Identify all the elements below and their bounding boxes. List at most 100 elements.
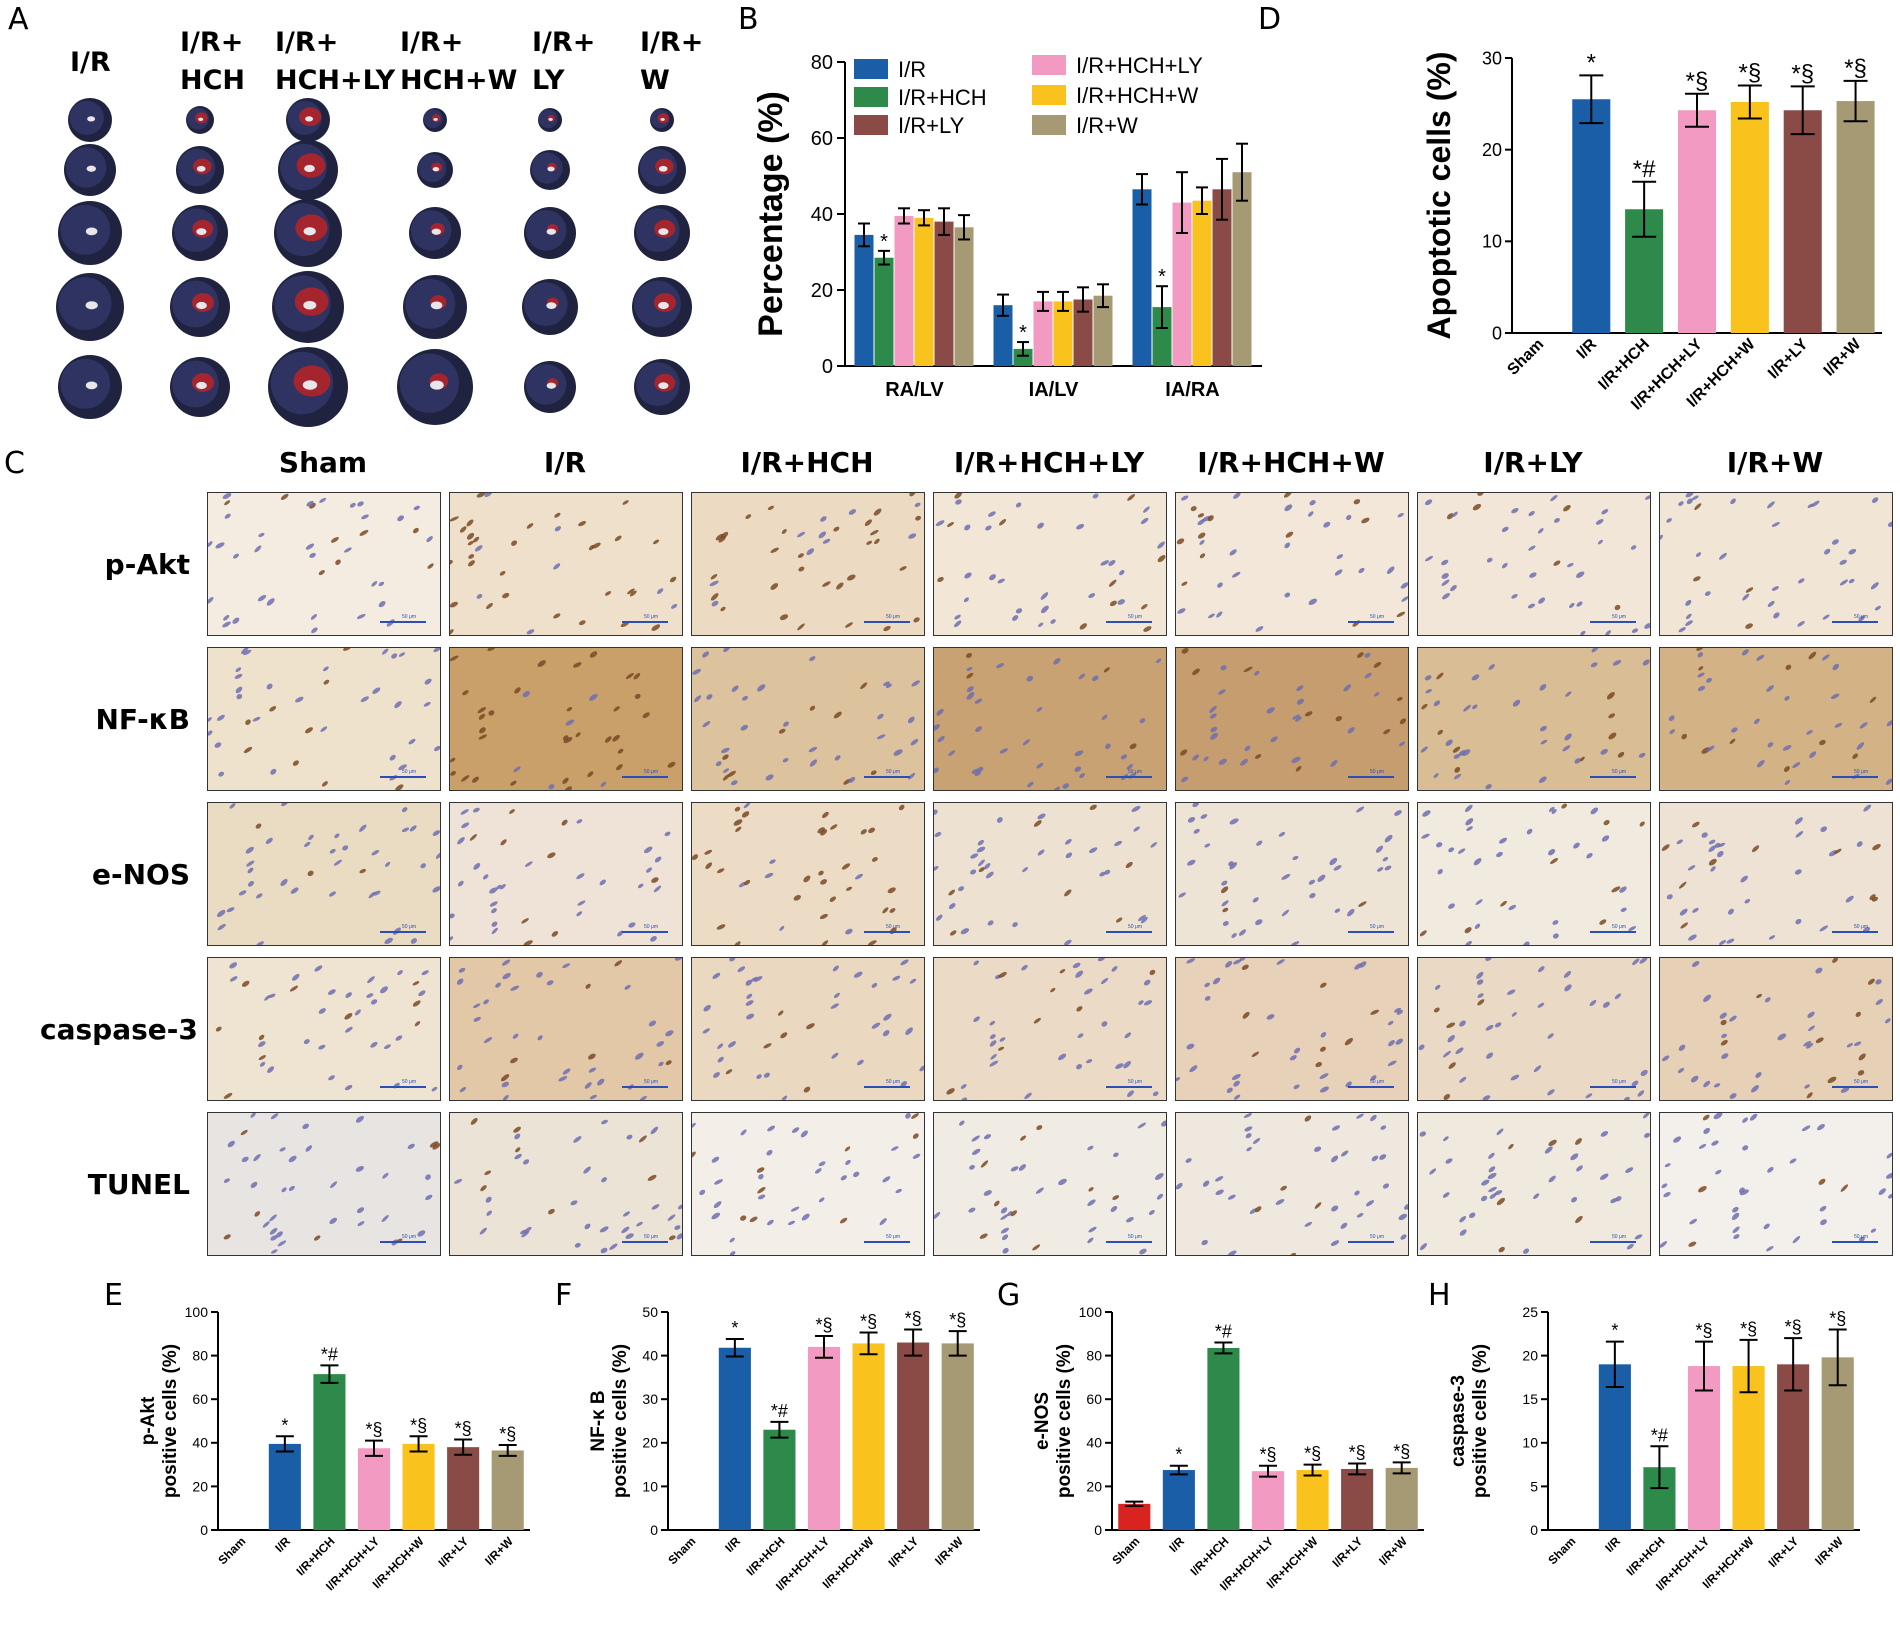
nucleus-mark <box>275 1231 283 1238</box>
nucleus-mark <box>1315 1062 1323 1068</box>
x-category-label: I/R+HCH <box>293 1534 337 1578</box>
nucleus-mark <box>669 576 677 583</box>
nucleus-mark <box>1564 733 1572 741</box>
nucleus-mark <box>1575 1215 1583 1224</box>
nucleus-mark <box>1708 839 1716 845</box>
nucleus-mark <box>860 682 868 690</box>
nucleus-mark <box>797 531 806 538</box>
nucleus-mark <box>625 1233 634 1240</box>
nucleus-mark <box>1105 743 1111 750</box>
nucleus-mark <box>1755 1072 1762 1078</box>
nucleus-mark <box>806 1023 815 1030</box>
nucleus-mark <box>1233 1094 1241 1100</box>
nucleus-mark <box>1084 988 1093 995</box>
nucleus-mark <box>1619 886 1627 893</box>
nucleus-mark <box>654 856 662 863</box>
nucleus-mark <box>1730 498 1736 505</box>
nucleus-mark <box>934 809 938 815</box>
x-category-label: Sham <box>1545 1534 1578 1567</box>
nucleus-mark <box>1853 1041 1862 1047</box>
nucleus-mark <box>1496 851 1503 858</box>
nucleus-mark <box>328 891 337 897</box>
nucleus-mark <box>313 1235 321 1241</box>
nucleus-mark <box>1204 843 1211 848</box>
nucleus-mark <box>1766 685 1774 692</box>
nucleus-mark <box>1373 661 1382 668</box>
nucleus-mark <box>489 901 498 907</box>
significance-marker: *§ <box>455 1419 472 1439</box>
nucleus-mark <box>1739 1189 1749 1196</box>
nucleus-mark <box>254 545 262 553</box>
nucleus-mark <box>318 1044 326 1050</box>
nucleus-mark <box>1617 751 1625 758</box>
nucleus-mark <box>1022 739 1031 746</box>
error-bar <box>815 1334 833 1359</box>
nucleus-mark <box>1222 907 1229 913</box>
histology-tile: 50 μm <box>207 802 441 946</box>
bar <box>1572 99 1611 333</box>
nucleus-mark <box>461 822 470 829</box>
nucleus-mark <box>547 852 556 859</box>
panel-f-label: F <box>555 1278 573 1313</box>
nucleus-mark <box>1101 714 1108 721</box>
nucleus-mark <box>488 710 495 716</box>
nucleus-mark <box>323 679 330 685</box>
nucleus-mark <box>1330 759 1338 767</box>
nucleus-mark <box>1040 605 1049 614</box>
nucleus-mark <box>328 989 336 995</box>
bar <box>1013 348 1033 366</box>
nucleus-mark <box>1608 713 1616 719</box>
nucleus-mark <box>997 578 1005 584</box>
nucleus-mark <box>1697 685 1706 692</box>
legend-item: I/R+HCH+LY <box>1032 53 1203 78</box>
histology-tile: 50 μm <box>449 647 683 791</box>
nucleus-mark <box>1010 1210 1018 1217</box>
x-category-label: I/R <box>1574 335 1601 362</box>
nucleus-mark <box>1450 585 1457 592</box>
scale-bar <box>1106 621 1152 623</box>
nucleus-mark <box>1452 511 1458 517</box>
nucleus-mark <box>1365 1200 1375 1207</box>
histology-tile: 50 μm <box>1417 957 1651 1101</box>
nucleus-mark <box>1822 614 1830 620</box>
nucleus-mark <box>753 976 763 982</box>
nucleus-mark <box>521 1230 530 1238</box>
nucleus-mark <box>1706 745 1715 752</box>
nucleus-mark <box>1766 1246 1774 1252</box>
nucleus-mark <box>1176 538 1185 545</box>
nucleus-mark <box>223 1234 231 1240</box>
bar <box>718 1347 751 1530</box>
nucleus-mark <box>1688 934 1697 941</box>
nucleus-mark <box>1573 842 1580 849</box>
nucleus-mark <box>424 678 432 685</box>
histology-tile: 50 μm <box>1175 647 1409 791</box>
nucleus-mark <box>214 742 222 748</box>
nucleus-mark <box>1398 741 1406 747</box>
nucleus-mark <box>833 992 840 999</box>
error-bar <box>918 209 930 227</box>
nucleus-mark <box>1527 603 1536 609</box>
nucleus-mark <box>650 936 657 942</box>
nucleus-mark <box>1137 1122 1147 1129</box>
nucleus-mark <box>1669 729 1675 735</box>
nucleus-mark <box>511 540 518 546</box>
nucleus-mark <box>1244 745 1251 752</box>
nucleus-mark <box>1745 623 1753 629</box>
nucleus-mark <box>900 959 909 966</box>
nucleus-mark <box>1729 1015 1737 1022</box>
nucleus-mark <box>1140 916 1148 924</box>
chart-d-apoptotic-cells: 0102030Sham*I/R*#I/R+HCH*§I/R+HCH+LY*§I/… <box>1421 48 1882 413</box>
nucleus-mark <box>874 538 880 545</box>
nucleus-mark <box>1050 619 1056 624</box>
nucleus-mark <box>1871 497 1879 503</box>
nucleus-mark <box>1065 852 1073 859</box>
nucleus-mark <box>370 1041 378 1048</box>
nucleus-mark <box>1768 935 1776 940</box>
nucleus-mark <box>1719 940 1727 945</box>
nucleus-mark <box>1291 756 1301 764</box>
error-bar <box>1790 85 1815 136</box>
nucleus-mark <box>562 735 569 741</box>
nucleus-mark <box>868 827 876 834</box>
nucleus-mark <box>1696 648 1704 651</box>
nucleus-mark <box>1764 997 1771 1003</box>
